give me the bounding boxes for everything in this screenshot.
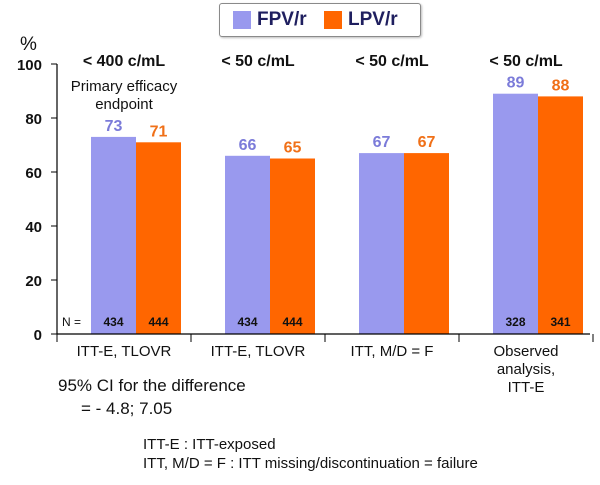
group-subtitle: Primary efficacy xyxy=(71,78,178,95)
y-tick-label: 0 xyxy=(34,327,42,344)
n-label: 434 xyxy=(103,315,123,329)
bar-fpv-4 xyxy=(493,93,538,334)
category-label: ITT-E, TLOVR xyxy=(211,343,306,360)
footnote-1: ITT-E : ITT-exposed xyxy=(143,436,276,453)
bar-lpv-1 xyxy=(136,142,181,334)
n-label: 341 xyxy=(550,315,570,329)
legend-swatch-fpv xyxy=(233,11,251,29)
value-label: 71 xyxy=(150,123,168,140)
y-unit-label: % xyxy=(20,34,37,55)
ci-note-line2: = - 4.8; 7.05 xyxy=(81,399,173,418)
n-label: 328 xyxy=(505,315,525,329)
legend-item-lpv: LPV/r xyxy=(324,9,398,30)
category-label: ITT, M/D = F xyxy=(351,343,434,360)
group-header: < 50 c/mL xyxy=(489,53,563,70)
group-header: < 50 c/mL xyxy=(221,53,295,70)
bar-lpv-2 xyxy=(270,158,315,334)
n-label: 444 xyxy=(148,315,168,329)
bar-lpv-3 xyxy=(404,153,449,334)
legend-label-lpv: LPV/r xyxy=(348,9,398,30)
ci-note-line1: 95% CI for the difference xyxy=(58,376,246,395)
footnote-2: ITT, M/D = F : ITT missing/discontinuati… xyxy=(143,455,478,472)
n-label: 434 xyxy=(237,315,257,329)
category-label: ITT-E xyxy=(508,379,545,396)
value-label: 66 xyxy=(239,137,257,154)
y-tick-label: 100 xyxy=(17,57,42,74)
legend-item-fpv: FPV/r xyxy=(233,9,307,30)
y-tick-label: 80 xyxy=(25,111,42,128)
legend-label-fpv: FPV/r xyxy=(257,9,307,30)
value-label: 73 xyxy=(105,118,123,135)
value-label: 67 xyxy=(418,134,436,151)
category-label: Observed xyxy=(493,343,558,360)
legend-swatch-lpv xyxy=(324,11,342,29)
n-label: 444 xyxy=(282,315,302,329)
group-header: < 400 c/mL xyxy=(83,53,166,70)
bar-fpv-2 xyxy=(225,155,270,334)
group-header: < 50 c/mL xyxy=(355,53,429,70)
y-tick-label: 40 xyxy=(25,219,42,236)
value-label: 65 xyxy=(284,140,302,157)
y-tick-label: 20 xyxy=(25,273,42,290)
n-prefix-label: N = xyxy=(62,315,81,329)
y-tick-label: 60 xyxy=(25,165,42,182)
value-label: 89 xyxy=(507,75,525,92)
value-label: 88 xyxy=(552,77,570,94)
category-label: analysis, xyxy=(497,361,555,378)
category-label: ITT-E, TLOVR xyxy=(77,343,172,360)
bar-fpv-3 xyxy=(359,153,404,334)
bar-fpv-1 xyxy=(91,136,136,334)
chart-legend: FPV/r LPV/r xyxy=(219,3,421,37)
bar-lpv-4 xyxy=(538,96,583,335)
group-subtitle: endpoint xyxy=(95,96,153,113)
value-label: 67 xyxy=(373,134,391,151)
